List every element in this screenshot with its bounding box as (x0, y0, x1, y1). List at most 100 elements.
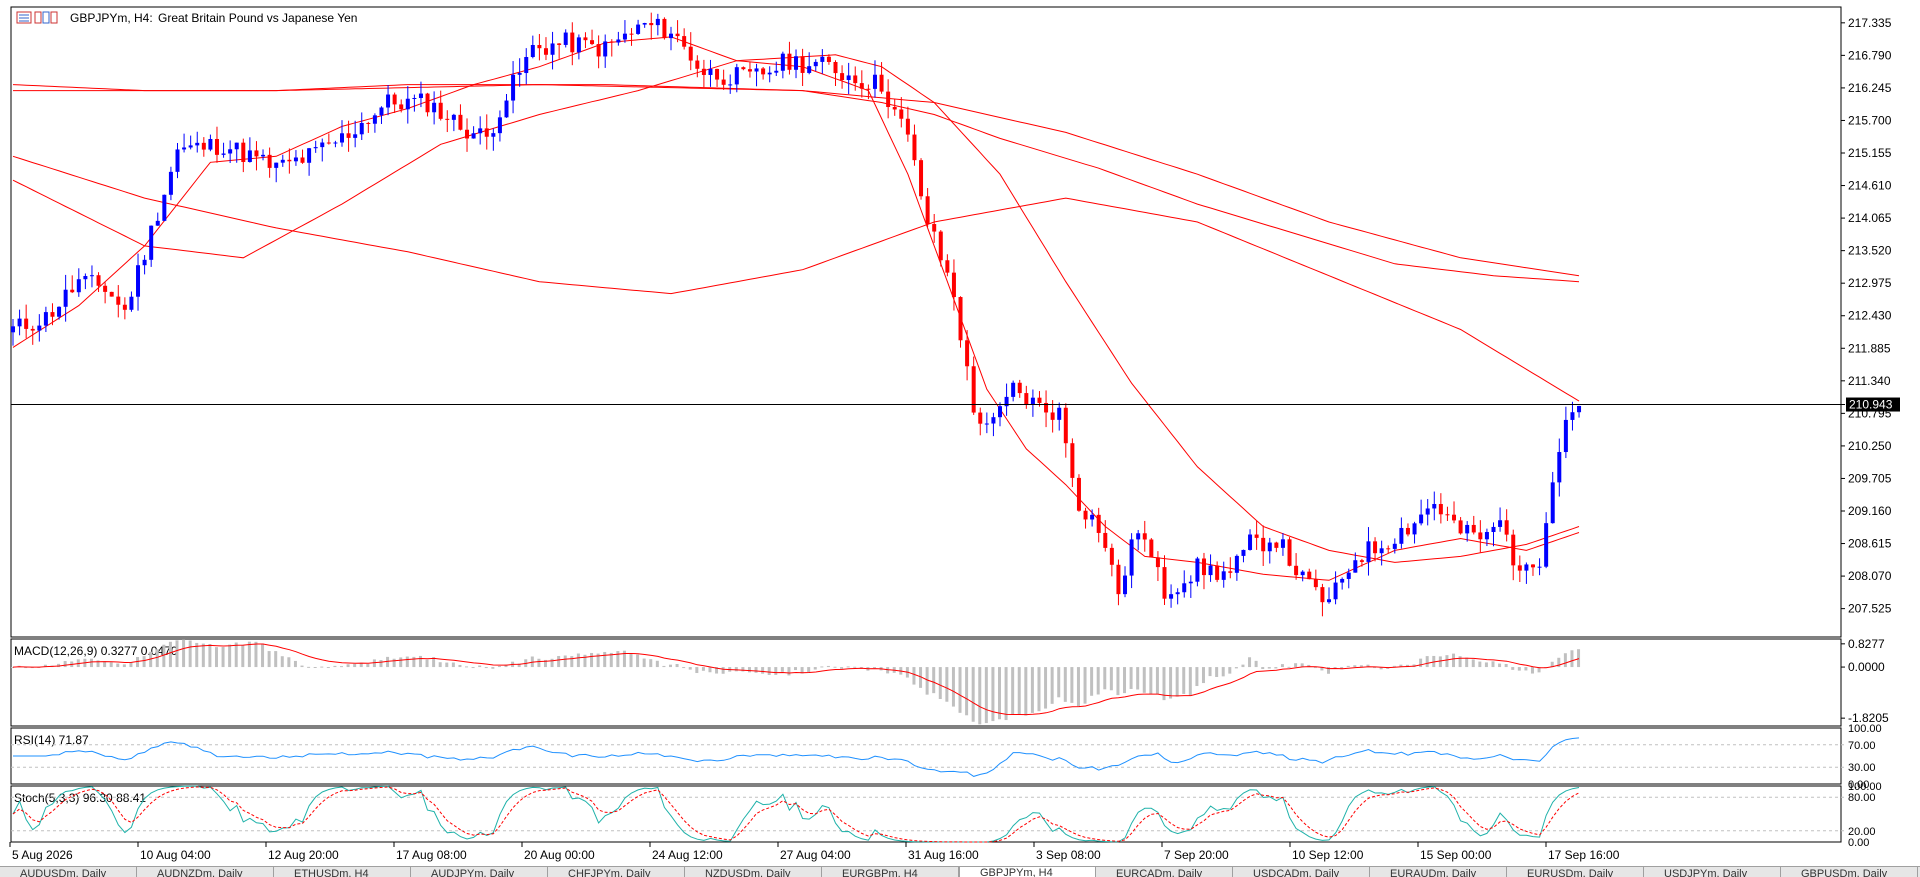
candle-body (932, 224, 937, 232)
macd-bar (655, 660, 659, 668)
candle-body (1024, 393, 1029, 405)
macd-bar (1004, 667, 1008, 721)
macd-bar (1294, 663, 1298, 668)
macd-bar (1063, 667, 1067, 702)
chart-tab[interactable]: USDJPYm, Daily (1644, 867, 1781, 877)
candle-body (1175, 592, 1180, 595)
time-axis-label: 31 Aug 16:00 (908, 848, 979, 862)
candle-body (162, 194, 167, 221)
price-pane[interactable] (10, 6, 1842, 638)
macd-bar (846, 666, 850, 668)
macd-bar (774, 667, 778, 675)
candle-body (840, 73, 845, 81)
candle-body (616, 39, 621, 43)
price-axis-label: 215.700 (1848, 113, 1892, 127)
candle-body (866, 88, 871, 90)
candle-body (1491, 526, 1496, 533)
candle-body (1300, 571, 1305, 576)
candle-body (603, 41, 608, 57)
chart-tab[interactable]: GBPJPYm, H4 (959, 867, 1096, 877)
macd-bar (787, 667, 791, 676)
candle-body (1432, 504, 1437, 509)
chart-tab[interactable]: AUDNZDm, Daily (137, 867, 274, 877)
stoch-axis-label: 0.00 (1848, 837, 1869, 849)
candle-body (1392, 543, 1397, 549)
candle-body (899, 109, 904, 119)
macd-bar (991, 667, 995, 722)
chart-tab[interactable]: ETHUSDm, H4 (274, 867, 411, 877)
chart-tab[interactable]: EURUSDm, Daily (1507, 867, 1644, 877)
macd-bar (1484, 662, 1488, 668)
macd-bar (234, 642, 238, 668)
macd-bar (820, 666, 824, 668)
candle-body (76, 279, 81, 293)
macd-bar (780, 667, 784, 672)
candle-body (1359, 560, 1364, 562)
candle-body (1254, 534, 1259, 538)
time-axis-label: 15 Sep 00:00 (1420, 848, 1492, 862)
chart-tab[interactable]: CHFJPYm, Daily (548, 867, 685, 877)
chart-tab[interactable]: NZDUSDm, Daily (685, 867, 822, 877)
candle-body (945, 260, 950, 273)
candle-body (188, 145, 193, 148)
candle-body (1037, 397, 1042, 403)
candle-body (1307, 571, 1312, 580)
candle-body (879, 74, 884, 92)
macd-bar (1340, 667, 1344, 670)
candle-body (609, 41, 614, 43)
chart-tab[interactable]: EURGBPm, H4 (822, 867, 959, 877)
candle-body (142, 259, 147, 266)
macd-bar (182, 639, 186, 668)
macd-bar (307, 666, 311, 668)
macd-bar (1511, 667, 1515, 670)
chart-tab[interactable]: EURAUDm, Daily (1370, 867, 1507, 877)
macd-bar (1458, 656, 1462, 668)
candle-body (241, 142, 246, 162)
candle-body (418, 93, 423, 98)
candle-body (1228, 571, 1233, 573)
rsi-pane[interactable] (10, 727, 1842, 785)
macd-bar (188, 640, 192, 668)
candle-body (655, 18, 660, 26)
macd-histogram (11, 639, 1581, 725)
candle-body (780, 53, 785, 71)
candle-body (688, 46, 693, 61)
stoch-pane[interactable] (10, 785, 1842, 843)
macd-bar (1011, 667, 1015, 715)
macd-bar (175, 640, 179, 668)
macd-bar (1149, 667, 1153, 695)
candle-body (359, 122, 364, 135)
time-axis-label: 17 Aug 08:00 (396, 848, 467, 862)
chart-tab[interactable]: EURCADm, Daily (1096, 867, 1233, 877)
candle-body (978, 412, 983, 424)
macd-bar (1465, 657, 1469, 668)
candle-body (1294, 565, 1299, 576)
chart-tab[interactable]: USDCADm, Daily (1233, 867, 1370, 877)
candle-body (17, 318, 22, 327)
candle-body (63, 289, 68, 307)
price-axis-label: 217.335 (1848, 16, 1892, 30)
macd-bar (274, 651, 278, 668)
candle-body (734, 67, 739, 85)
chart-tab[interactable]: AUDUSDm, Daily (0, 867, 137, 877)
macd-bar (43, 664, 47, 668)
chart-tab[interactable]: AUDJPYm, Daily (411, 867, 548, 877)
macd-title: MACD(12,26,9) 0.3277 0.0470 (14, 644, 178, 658)
candle-body (399, 104, 404, 110)
macd-bar (201, 643, 205, 668)
chart-description: Great Britain Pound vs Japanese Yen (158, 11, 357, 25)
candle-body (366, 122, 371, 124)
price-axis-label: 209.160 (1848, 504, 1892, 518)
candle-body (511, 74, 516, 101)
candles (11, 12, 1582, 617)
macd-bar (767, 667, 771, 675)
chart-tab[interactable]: GBPUSDm, Daily (1781, 867, 1918, 877)
macd-bar (63, 661, 67, 668)
macd-bar (359, 662, 363, 668)
macd-bar (96, 660, 100, 668)
candle-body (1320, 587, 1325, 603)
candle-body (300, 157, 305, 163)
price-axis-label: 208.615 (1848, 537, 1892, 551)
